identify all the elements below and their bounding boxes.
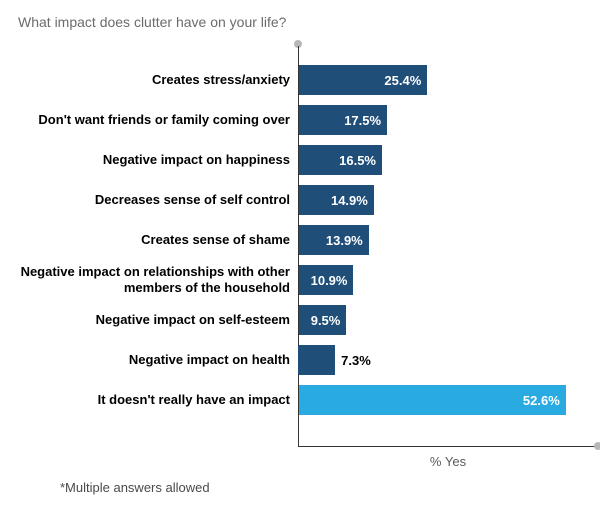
bar-label: Creates stress/anxiety [18, 72, 298, 88]
bar: 14.9% [298, 185, 374, 215]
y-axis-line [298, 46, 299, 446]
bar-value: 52.6% [523, 393, 560, 408]
bar-area: 10.9% [298, 260, 578, 300]
axis-dot-bottom [594, 442, 600, 450]
bar-label: Negative impact on happiness [18, 152, 298, 168]
bar-value: 13.9% [326, 233, 363, 248]
bar-label: Creates sense of shame [18, 232, 298, 248]
bar-value: 10.9% [311, 273, 348, 288]
bar-value: 14.9% [331, 193, 368, 208]
bar: 52.6% [298, 385, 566, 415]
bar: 25.4% [298, 65, 427, 95]
bar-area: 9.5% [298, 300, 578, 340]
bar-area: 14.9% [298, 180, 578, 220]
bar-value: 25.4% [384, 73, 421, 88]
bar: 17.5% [298, 105, 387, 135]
bar-label: Negative impact on relationships with ot… [18, 264, 298, 295]
bar-area: 13.9% [298, 220, 578, 260]
x-axis-label: % Yes [298, 454, 598, 469]
bar-area: 7.3% [298, 340, 578, 380]
bar-value: 9.5% [311, 313, 341, 328]
bar-label: Don't want friends or family coming over [18, 112, 298, 128]
chart-plot-area: Creates stress/anxiety 25.4% Don't want fr… [18, 46, 578, 466]
bar-label: It doesn't really have an impact [18, 392, 298, 408]
chart-title: What impact does clutter have on your li… [18, 14, 582, 30]
bar: 7.3% [298, 345, 335, 375]
x-axis-line [298, 446, 598, 447]
chart-container: What impact does clutter have on your li… [0, 0, 600, 521]
bar-area: 16.5% [298, 140, 578, 180]
bar-area: 25.4% [298, 60, 578, 100]
bar-value: 16.5% [339, 153, 376, 168]
bar: 10.9% [298, 265, 353, 295]
bar-value: 7.3% [341, 353, 371, 368]
bar-label: Negative impact on health [18, 352, 298, 368]
bar: 13.9% [298, 225, 369, 255]
chart-footnote: *Multiple answers allowed [60, 480, 210, 495]
bar: 9.5% [298, 305, 346, 335]
bar-label: Decreases sense of self control [18, 192, 298, 208]
bar-row: Negative impact on health7.3% [18, 340, 578, 380]
bar-value: 17.5% [344, 113, 381, 128]
bar-area: 17.5% [298, 100, 578, 140]
bar: 16.5% [298, 145, 382, 175]
bar-area: 52.6% [298, 380, 578, 420]
bar-label: Negative impact on self-esteem [18, 312, 298, 328]
